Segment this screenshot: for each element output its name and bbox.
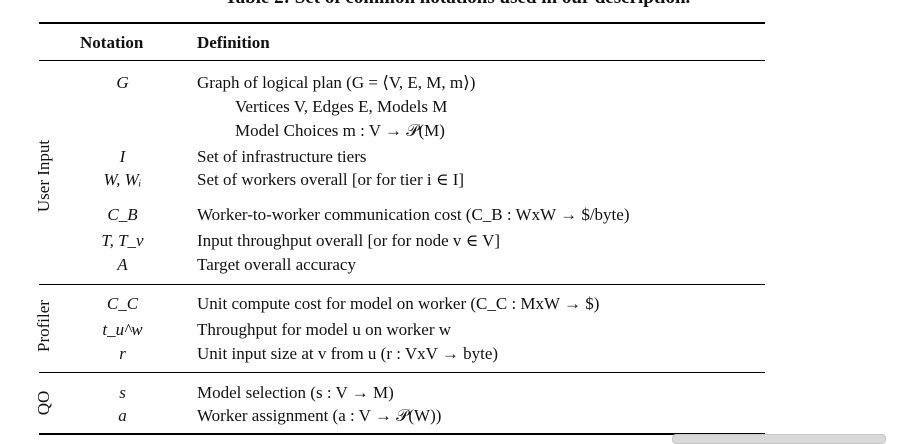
group-divider-qo xyxy=(39,372,765,373)
notation-cell: C_C xyxy=(106,294,139,313)
header-definition: Definition xyxy=(197,33,270,52)
definition-cell: Model selection (s : V → M) xyxy=(197,383,394,402)
notation-cell: a xyxy=(118,406,127,425)
header-notation: Notation xyxy=(80,33,144,52)
header-rule xyxy=(39,60,765,61)
notation-cell: I xyxy=(119,147,126,166)
table-row: I Set of infrastructure tiers xyxy=(0,145,915,168)
table-row: Vertices V, Edges E, Models M xyxy=(0,95,915,118)
top-rule xyxy=(39,22,765,24)
definition-cell: Throughput for model u on worker w xyxy=(197,320,452,339)
definition-cell: Unit input size at v from u (r : VxV → b… xyxy=(197,344,499,363)
definition-cell: Worker assignment (a : V → 𝒫(W)) xyxy=(197,406,442,425)
notation-cell: G xyxy=(116,73,129,92)
definition-cell: Set of infrastructure tiers xyxy=(197,147,367,166)
table-row: W, Wᵢ Set of workers overall [or for tie… xyxy=(0,168,915,191)
bottom-rule xyxy=(39,433,765,435)
definition-cell: Set of workers overall [or for tier i ∈ … xyxy=(197,170,465,189)
definition-text: Graph of logical plan (G = ⟨V, E, M, m⟩) xyxy=(197,73,476,92)
table-row: r Unit input size at v from u (r : VxV →… xyxy=(0,342,915,365)
notation-cell: t_u^w xyxy=(102,320,143,339)
table-row: t_u^w Throughput for model u on worker w xyxy=(0,318,915,341)
notation-cell: T, T_v xyxy=(101,231,144,250)
table-caption: Table 2: Set of common notations used in… xyxy=(0,0,915,9)
horizontal-scrollbar-thumb[interactable] xyxy=(672,434,886,444)
notation-cell: r xyxy=(119,344,126,363)
definition-cell: Worker-to-worker communication cost (C_B… xyxy=(197,205,630,224)
table-row: C_B Worker-to-worker communication cost … xyxy=(0,203,915,226)
notation-cell: A xyxy=(117,255,128,274)
table-row: s Model selection (s : V → M) xyxy=(0,381,915,404)
definition-cell: Target overall accuracy xyxy=(197,255,356,274)
notation-cell: W, Wᵢ xyxy=(103,170,142,189)
definition-cell: Input throughput overall [or for node v … xyxy=(197,231,501,250)
definition-cell: Vertices V, Edges E, Models M xyxy=(235,97,448,116)
definition-cell: Unit compute cost for model on worker (C… xyxy=(197,294,600,313)
table-row: T, T_v Input throughput overall [or for … xyxy=(0,229,915,252)
notation-cell: s xyxy=(119,383,126,402)
definition-cell: Graph of logical plan (G = ⟨V, E, M, m⟩) xyxy=(197,71,475,94)
table-row: A Target overall accuracy xyxy=(0,253,915,276)
table-row: C_C Unit compute cost for model on worke… xyxy=(0,292,915,315)
table-row: Model Choices m : V → 𝒫(M) xyxy=(0,119,915,142)
notation-cell: C_B xyxy=(107,205,138,224)
table-row: G Graph of logical plan (G = ⟨V, E, M, m… xyxy=(0,71,915,94)
definition-cell: Model Choices m : V → 𝒫(M) xyxy=(235,121,445,140)
group-divider-profiler xyxy=(39,284,765,285)
table-row: a Worker assignment (a : V → 𝒫(W)) xyxy=(0,404,915,427)
